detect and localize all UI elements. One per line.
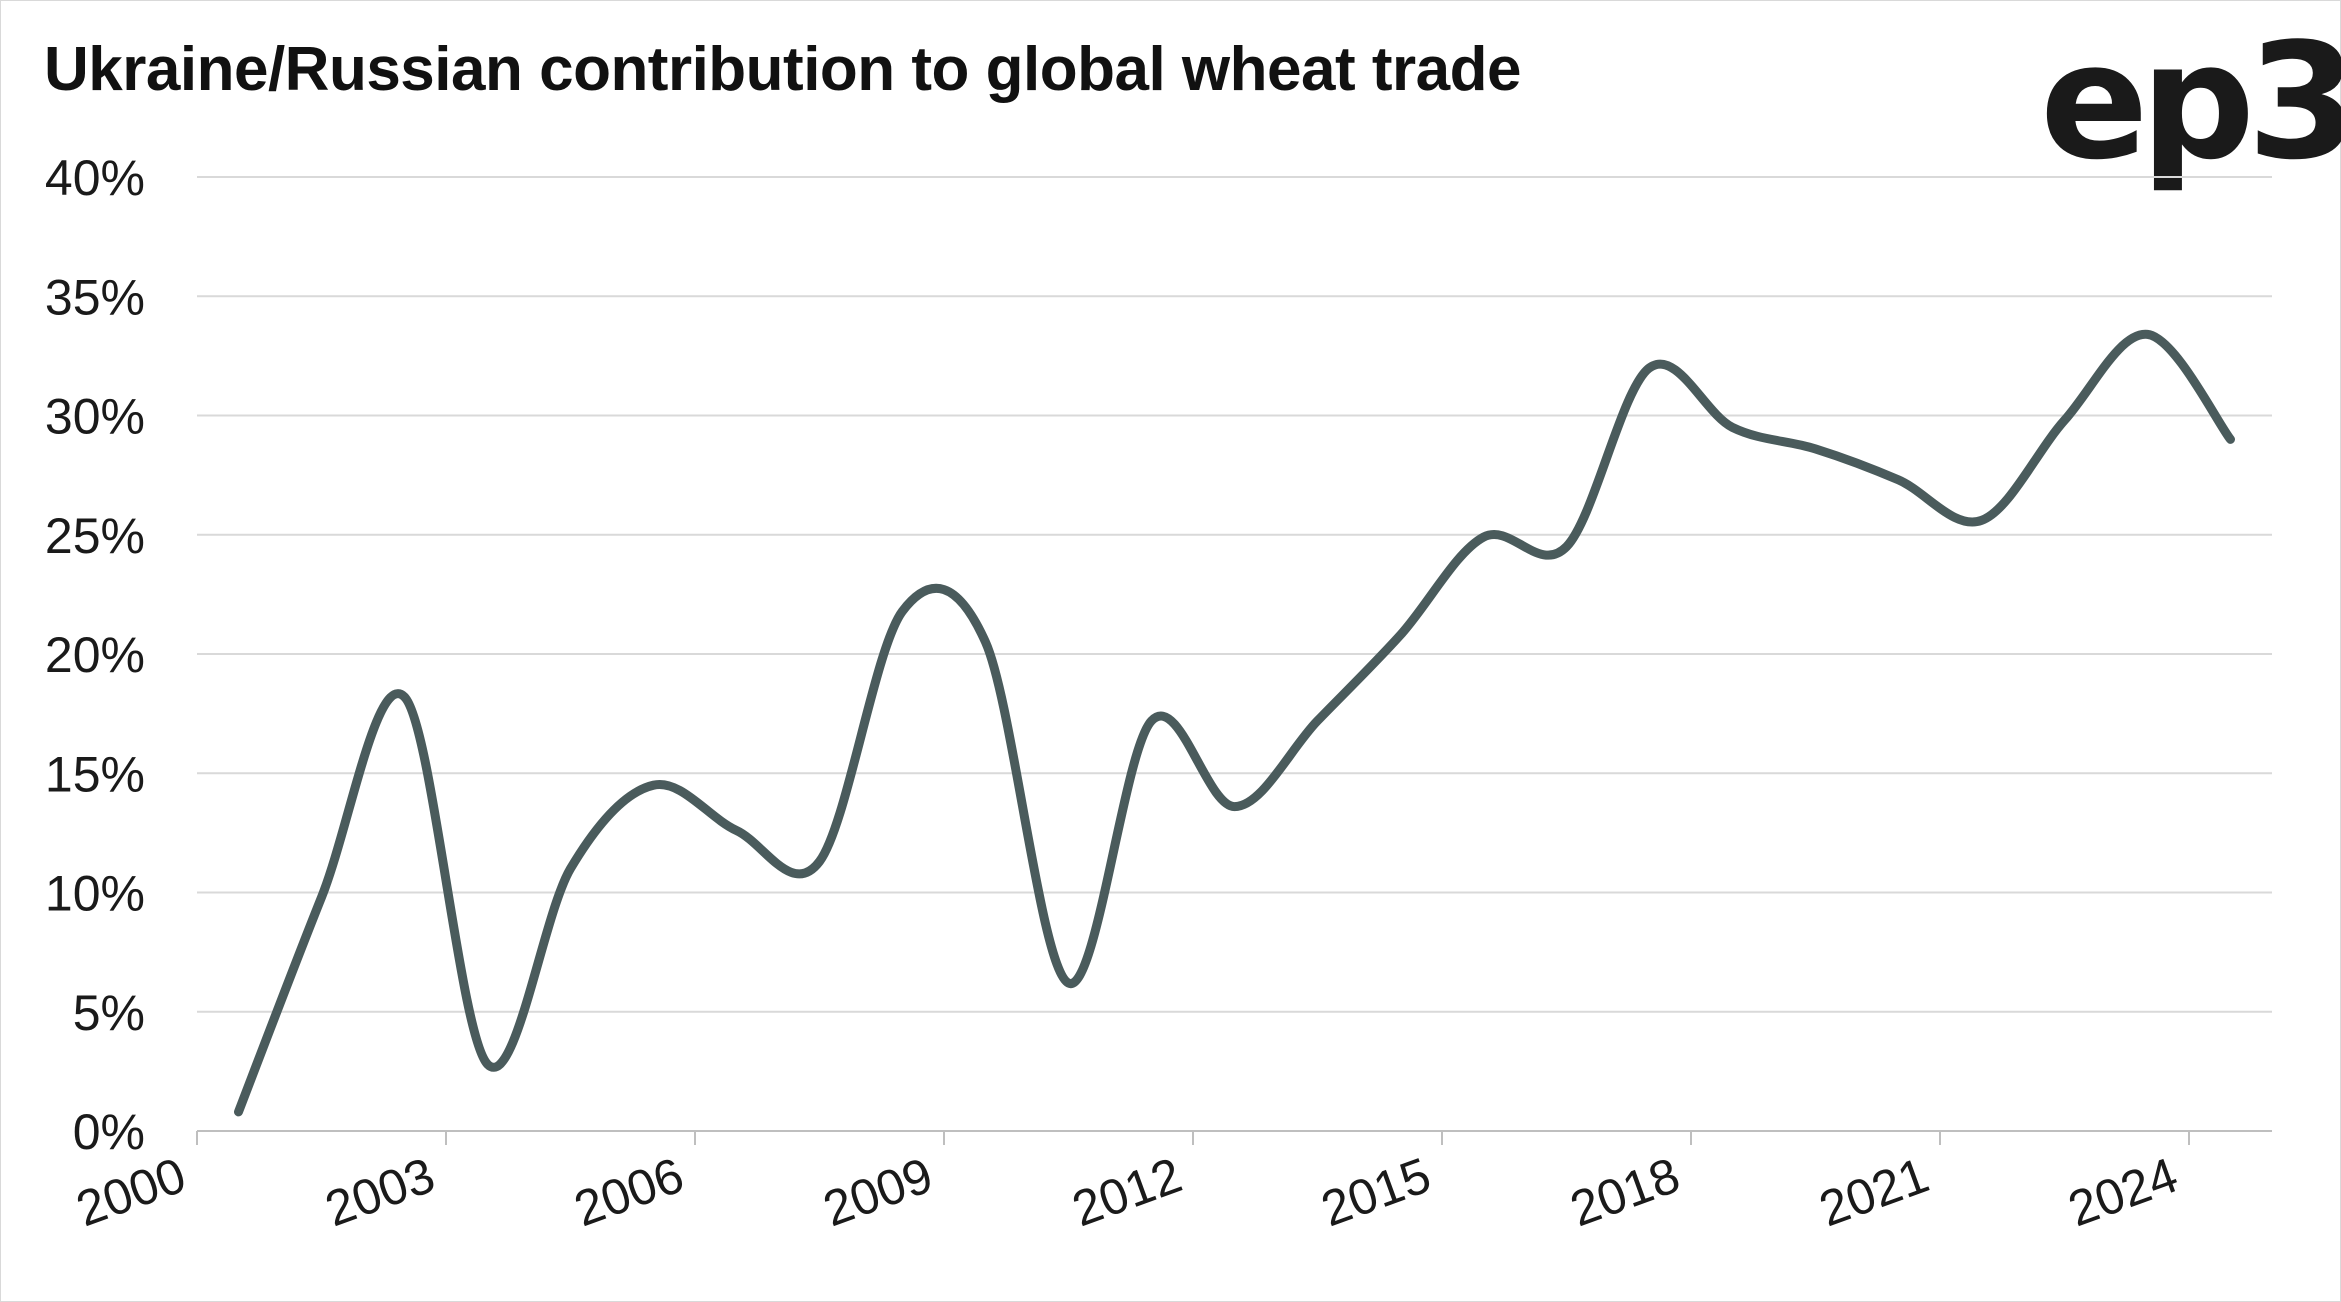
x-axis-tick-labels: 2000 2003 2006 2009 2012 2015 2018 2021 2024 [69, 1147, 2185, 1238]
gridlines [197, 176, 2272, 1013]
y-tick-label: 20% [45, 627, 145, 683]
x-tick-label: 2021 [1812, 1147, 1936, 1238]
x-tick-label: 2006 [567, 1147, 691, 1238]
x-tick-label: 2003 [318, 1147, 442, 1238]
y-tick-label: 30% [45, 389, 145, 445]
x-axis [196, 1130, 2272, 1145]
y-tick-label: 40% [45, 150, 145, 206]
y-tick-label: 10% [45, 866, 145, 922]
x-tick-label: 2009 [816, 1147, 940, 1238]
x-tick-label: 2024 [2061, 1147, 2185, 1238]
x-tick-label: 2000 [69, 1147, 193, 1238]
series-layer [234, 329, 2235, 1117]
y-tick-label: 35% [45, 269, 145, 325]
x-tick-label: 2015 [1314, 1147, 1438, 1238]
y-tick-label: 15% [45, 746, 145, 802]
y-axis-tick-labels: 0% 5% 10% 15% 20% 25% 30% 35% 40% [45, 150, 145, 1160]
y-tick-label: 0% [73, 1104, 145, 1160]
series-line-0 [234, 329, 2235, 1117]
ep3-logo: ep3 [2040, 8, 2341, 195]
x-tick-label: 2018 [1563, 1147, 1687, 1238]
y-tick-label: 5% [73, 985, 145, 1041]
y-tick-label: 25% [45, 508, 145, 564]
chart-title: Ukraine/Russian contribution to global w… [44, 35, 1521, 104]
x-tick-label: 2012 [1065, 1147, 1189, 1238]
